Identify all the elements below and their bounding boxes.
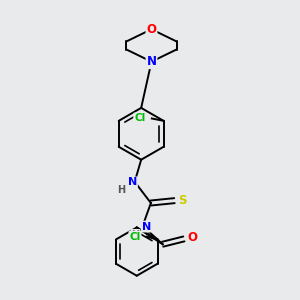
Text: O: O xyxy=(188,231,197,244)
Text: N: N xyxy=(128,177,137,188)
Text: H: H xyxy=(131,230,139,240)
Text: N: N xyxy=(146,55,157,68)
Text: H: H xyxy=(117,185,125,195)
Text: N: N xyxy=(142,222,151,232)
Text: S: S xyxy=(178,194,187,207)
Text: Cl: Cl xyxy=(134,113,146,124)
Text: O: O xyxy=(146,23,157,36)
Text: Cl: Cl xyxy=(129,232,141,242)
